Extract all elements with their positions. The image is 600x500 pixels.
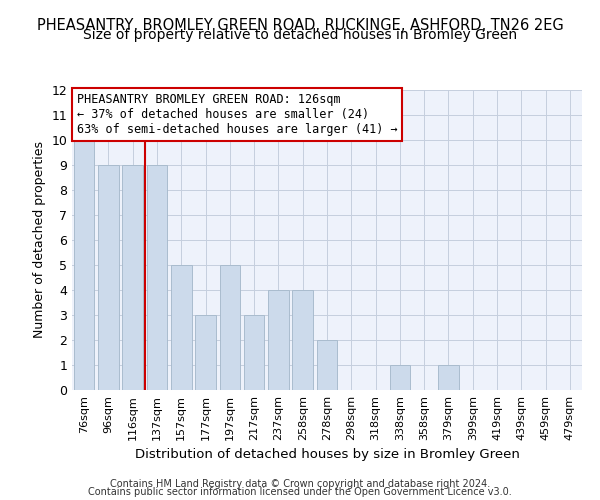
Text: Size of property relative to detached houses in Bromley Green: Size of property relative to detached ho… (83, 28, 517, 42)
Bar (317, 340, 337, 390)
Bar (268, 290, 289, 390)
Text: Contains public sector information licensed under the Open Government Licence v3: Contains public sector information licen… (88, 487, 512, 497)
Bar (220, 265, 240, 390)
Bar (438, 365, 459, 390)
Bar (171, 265, 191, 390)
Bar (146, 165, 167, 390)
Bar (195, 315, 216, 390)
Bar (244, 315, 265, 390)
Bar (98, 165, 119, 390)
Bar (389, 365, 410, 390)
Text: PHEASANTRY BROMLEY GREEN ROAD: 126sqm
← 37% of detached houses are smaller (24)
: PHEASANTRY BROMLEY GREEN ROAD: 126sqm ← … (77, 93, 398, 136)
Text: PHEASANTRY, BROMLEY GREEN ROAD, RUCKINGE, ASHFORD, TN26 2EG: PHEASANTRY, BROMLEY GREEN ROAD, RUCKINGE… (37, 18, 563, 32)
Bar (122, 165, 143, 390)
Bar (74, 140, 94, 390)
Text: Contains HM Land Registry data © Crown copyright and database right 2024.: Contains HM Land Registry data © Crown c… (110, 479, 490, 489)
X-axis label: Distribution of detached houses by size in Bromley Green: Distribution of detached houses by size … (134, 448, 520, 462)
Bar (292, 290, 313, 390)
Y-axis label: Number of detached properties: Number of detached properties (33, 142, 46, 338)
